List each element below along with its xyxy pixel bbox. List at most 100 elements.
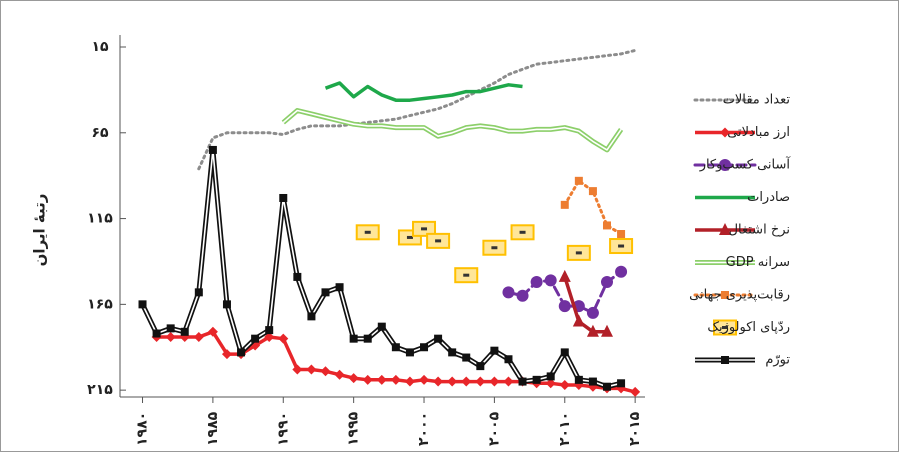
marker (510, 224, 535, 241)
marker (419, 374, 430, 385)
marker (348, 373, 359, 384)
marker (391, 343, 400, 352)
marker (222, 300, 231, 309)
marker (560, 348, 569, 357)
marker (447, 376, 458, 387)
legend-item: ردّپای اکولوژیک (707, 319, 790, 336)
marker (588, 187, 597, 196)
marker (193, 331, 204, 342)
marker (390, 374, 401, 385)
legend-label: رقابت‌پذیری جهانی (689, 288, 790, 303)
marker (558, 300, 571, 313)
marker (503, 376, 514, 387)
marker (349, 334, 358, 343)
marker (251, 334, 260, 343)
marker (334, 369, 345, 380)
legend-label: صادرات (747, 190, 790, 205)
legend-item: تورّم (695, 353, 790, 368)
marker (208, 145, 217, 154)
marker (433, 376, 444, 387)
marker (376, 374, 387, 385)
x-tick-label: ۲۰۱۵ (627, 411, 643, 446)
marker (546, 372, 555, 381)
y-tick-label: ۶۵ (91, 125, 109, 141)
line (324, 81, 523, 102)
marker-dots (575, 251, 582, 255)
marker (405, 348, 414, 357)
legend-label: تورّم (765, 353, 790, 368)
marker (454, 267, 479, 284)
marker (426, 232, 451, 249)
marker (307, 312, 316, 321)
marker (558, 269, 571, 282)
x-tick-label: ۲۰۰۰ (416, 412, 432, 446)
legend-item: نرخ اشتغال (695, 223, 790, 238)
marker (560, 200, 569, 209)
marker-dots (364, 230, 371, 234)
marker (600, 324, 613, 337)
x-tick-label: ۱۹۸۰ (135, 412, 151, 446)
marker-dots (618, 244, 625, 248)
marker (721, 356, 729, 364)
marker (630, 386, 641, 397)
marker (265, 326, 274, 335)
marker (600, 276, 613, 289)
marker (489, 376, 500, 387)
legend-label: آسانی کسب‌وکار (699, 156, 792, 173)
marker (530, 276, 543, 289)
marker (518, 377, 527, 386)
marker (293, 272, 302, 281)
marker (504, 355, 513, 364)
y-axis-label: رتبۀ ایران (31, 194, 49, 267)
marker (490, 346, 499, 355)
marker-dots (722, 326, 728, 329)
legend-item: آسانی کسب‌وکار (693, 156, 792, 173)
marker (363, 334, 372, 343)
marker-dots (519, 230, 526, 234)
marker-dots (406, 235, 413, 239)
legend-label: نرخ اشتغال (729, 223, 790, 238)
marker (617, 230, 626, 239)
marker (719, 223, 731, 235)
marker (355, 224, 380, 241)
marker (180, 327, 189, 336)
marker (420, 343, 429, 352)
marker (617, 379, 626, 388)
legend-item: ارز مبادلاتی (695, 125, 790, 140)
marker (362, 374, 373, 385)
marker (462, 353, 471, 362)
marker (476, 362, 485, 371)
marker (207, 326, 218, 337)
legend-item: صادرات (695, 190, 790, 205)
marker (221, 349, 232, 360)
marker (321, 288, 330, 297)
marker (516, 289, 529, 302)
y-tick-label: ۱۱۵ (87, 211, 113, 227)
marker (566, 244, 591, 261)
legend-item: تعداد مقالات (693, 93, 791, 108)
marker (335, 283, 344, 292)
marker (719, 159, 731, 171)
marker (545, 378, 556, 389)
marker (194, 288, 203, 297)
line-inner (282, 109, 622, 151)
marker (574, 176, 583, 185)
legend-label: ردّپای اکولوژیک (707, 320, 790, 335)
legend-item: رقابت‌پذیری جهانی (689, 288, 790, 303)
marker (475, 376, 486, 387)
marker (306, 364, 317, 375)
marker (320, 366, 331, 377)
marker (279, 193, 288, 202)
legend-label: تعداد مقالات (723, 93, 791, 108)
marker-dots (463, 273, 470, 277)
marker-dots (491, 246, 498, 250)
x-tick-label: ۲۰۱۰ (557, 412, 573, 446)
marker (278, 333, 289, 344)
marker (602, 382, 611, 391)
marker-dots (435, 239, 442, 243)
marker (166, 324, 175, 333)
marker (377, 322, 386, 331)
marker (586, 324, 599, 337)
